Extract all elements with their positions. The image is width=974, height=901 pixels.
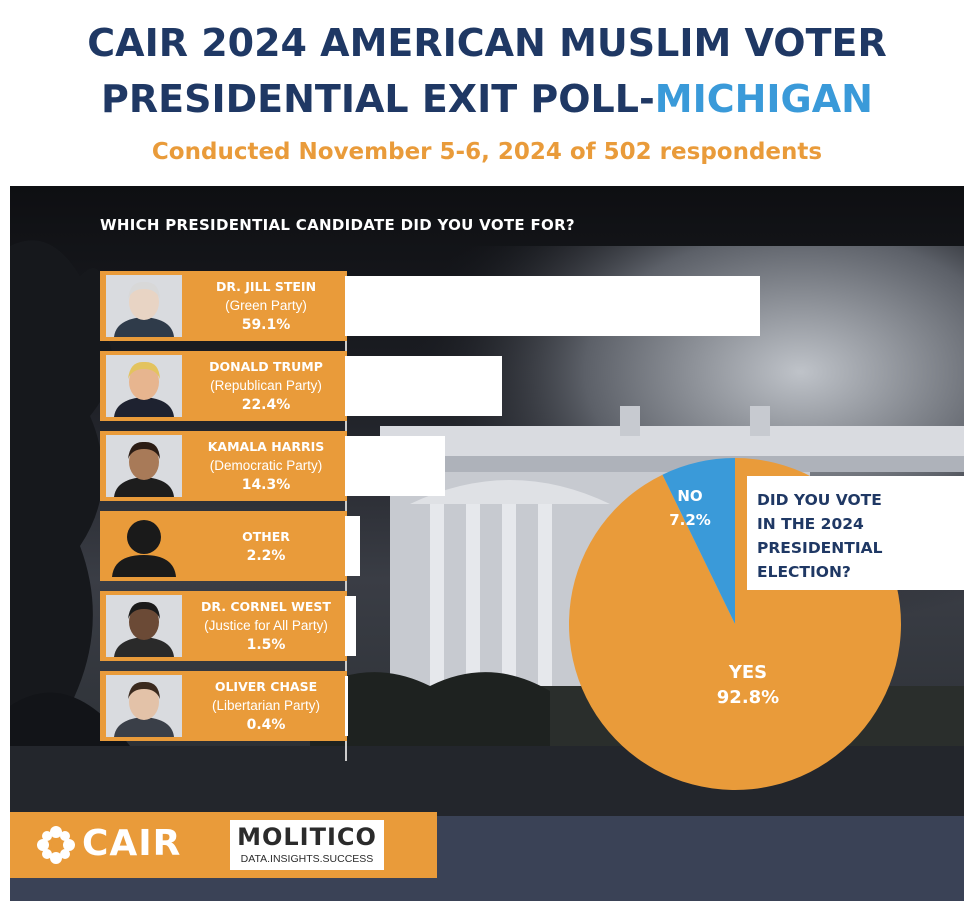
- bar-chart-question: WHICH PRESIDENTIAL CANDIDATE DID YOU VOT…: [100, 216, 575, 234]
- candidate-card-text: KAMALA HARRIS (Democratic Party) 14.3%: [185, 431, 347, 501]
- oliver-chase-photo: [106, 675, 182, 737]
- cair-logo-text: CAIR: [82, 823, 182, 864]
- pie-label-yes: YES 92.8%: [688, 660, 808, 710]
- candidate-percent: 14.3%: [241, 477, 291, 493]
- pie-question-line: IN THE 2024: [757, 515, 864, 533]
- bar-kamala-harris: [345, 436, 446, 496]
- candidate-percent: 59.1%: [241, 317, 291, 333]
- pie-label-no-value: 7.2%: [669, 511, 711, 529]
- title-line-1: CAIR 2024 AMERICAN MUSLIM VOTER: [87, 21, 887, 65]
- candidate-name: DR. CORNEL WEST: [201, 599, 331, 614]
- title-line-2-main: PRESIDENTIAL EXIT POLL-: [101, 77, 655, 121]
- pie-label-no-name: NO: [677, 487, 703, 505]
- candidate-party: (Justice for All Party): [204, 618, 328, 633]
- candidate-card: DR. CORNEL WEST (Justice for All Party) 1.…: [100, 591, 347, 661]
- jill-stein-photo: [106, 275, 182, 337]
- candidate-name: DONALD TRUMP: [209, 359, 323, 374]
- bar-oliver-chase: [345, 676, 348, 736]
- candidate-name: OTHER: [242, 528, 290, 544]
- candidate-card: DR. JILL STEIN (Green Party) 59.1%: [100, 271, 347, 341]
- candidate-card-text: DR. CORNEL WEST (Justice for All Party) 1.…: [185, 591, 347, 661]
- candidate-party: (Democratic Party): [209, 458, 323, 473]
- pie-label-yes-name: YES: [728, 662, 768, 683]
- candidate-percent: 2.2%: [246, 547, 286, 564]
- candidate-card: KAMALA HARRIS (Democratic Party) 14.3%: [100, 431, 347, 501]
- molitico-logo-tagline: DATA.INSIGHTS.SUCCESS: [240, 853, 374, 865]
- candidate-party: (Green Party): [225, 298, 307, 313]
- subtitle: Conducted November 5-6, 2024 of 502 resp…: [151, 139, 823, 165]
- candidate-percent: 0.4%: [246, 717, 286, 733]
- pie-question-line: PRESIDENTIAL: [757, 539, 883, 557]
- pie-question-line: DID YOU VOTE: [757, 491, 882, 509]
- pie-label-no: NO 7.2%: [655, 484, 725, 532]
- bar-other: [345, 516, 361, 576]
- molitico-logo-name: MOLITICO: [237, 823, 377, 851]
- title-line-2: PRESIDENTIAL EXIT POLL-MICHIGAN: [0, 76, 974, 122]
- bar-donald-trump: [345, 356, 503, 416]
- candidate-card-text: DR. JILL STEIN (Green Party) 59.1%: [185, 271, 347, 341]
- candidate-card: OTHER 2.2%: [100, 511, 347, 581]
- candidate-name: KAMALA HARRIS: [207, 439, 325, 454]
- kamala-harris-photo: [106, 435, 182, 497]
- candidate-name: DR. JILL STEIN: [215, 279, 317, 294]
- pie-question-box: DID YOU VOTE IN THE 2024 PRESIDENTIAL EL…: [747, 476, 964, 590]
- bar-dr-cornel-west: [345, 596, 356, 656]
- title-state-highlight: MICHIGAN: [654, 77, 873, 121]
- cair-logo-icon: [37, 826, 75, 864]
- pie-question-line: ELECTION?: [757, 563, 851, 581]
- donald-trump-photo: [106, 355, 182, 417]
- candidate-party: (Libertarian Party): [211, 698, 321, 713]
- footer-logos: CAIR MOLITICO DATA.INSIGHTS.SUCCESS: [10, 812, 437, 878]
- candidate-name: OLIVER CHASE: [214, 679, 318, 694]
- candidate-card-text: OTHER 2.2%: [185, 511, 347, 581]
- molitico-logo: MOLITICO DATA.INSIGHTS.SUCCESS: [230, 820, 384, 870]
- candidate-card: OLIVER CHASE (Libertarian Party) 0.4%: [100, 671, 347, 741]
- candidate-card-text: DONALD TRUMP (Republican Party) 22.4%: [185, 351, 347, 421]
- candidate-card: DONALD TRUMP (Republican Party) 22.4%: [100, 351, 347, 421]
- pie-label-yes-value: 92.8%: [716, 687, 780, 708]
- candidate-percent: 22.4%: [241, 397, 291, 413]
- candidate-party: (Republican Party): [210, 378, 322, 393]
- person-silhouette-icon: [112, 520, 176, 577]
- infographic-panel: WHICH PRESIDENTIAL CANDIDATE DID YOU VOT…: [10, 186, 964, 901]
- header: CAIR 2024 AMERICAN MUSLIM VOTER PRESIDEN…: [0, 0, 974, 186]
- candidate-percent: 1.5%: [246, 637, 286, 653]
- cornel-west-photo: [106, 595, 182, 657]
- pie-slice-no: [662, 458, 735, 624]
- candidate-card-text: OLIVER CHASE (Libertarian Party) 0.4%: [185, 671, 347, 741]
- bar-dr-jill-stein: [345, 276, 760, 336]
